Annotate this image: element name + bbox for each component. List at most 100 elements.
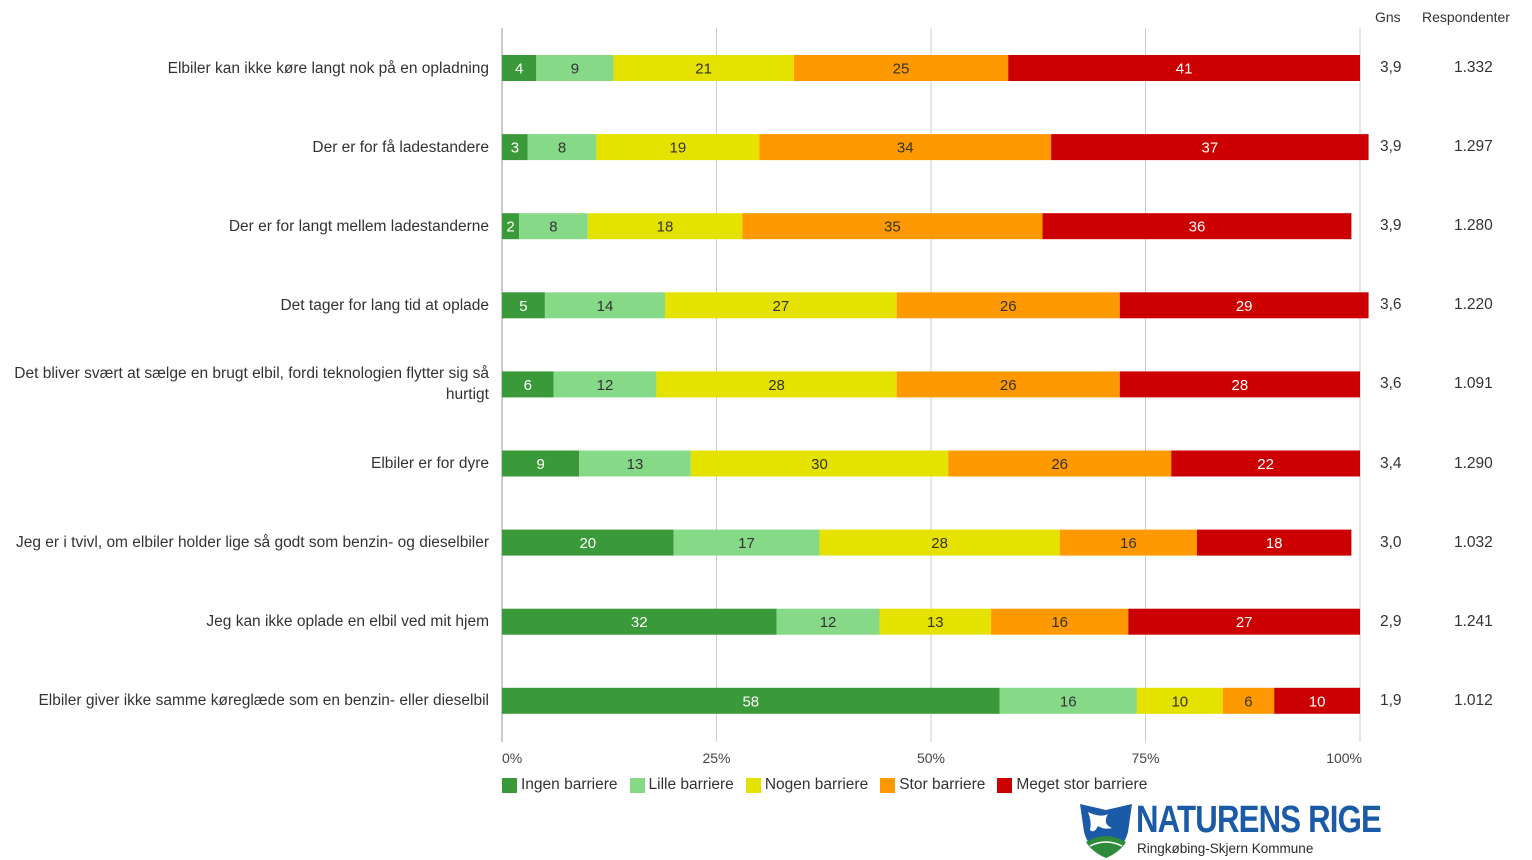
legend-item: Ingen barriere	[502, 776, 618, 794]
x-tick-label: 25%	[702, 750, 730, 766]
data-label: 13	[627, 456, 644, 473]
data-label: 19	[670, 140, 687, 157]
data-label: 28	[931, 535, 948, 552]
bar-segment	[742, 213, 1043, 240]
bar-segment	[613, 55, 794, 81]
bar-segment	[690, 450, 949, 477]
data-label: 58	[742, 693, 759, 710]
data-label: 26	[1051, 456, 1068, 473]
bar-segment	[502, 292, 545, 319]
legend-label: Stor barriere	[899, 776, 986, 793]
bar-segment	[536, 55, 614, 81]
category-label: Det tager for lang tid at oplade	[280, 296, 489, 314]
bar-segment	[553, 371, 657, 398]
bar-segment	[544, 292, 666, 319]
data-label: 37	[1202, 140, 1219, 157]
data-label: 41	[1176, 61, 1193, 78]
x-tick-label: 50%	[917, 750, 945, 766]
data-label: 13	[927, 614, 944, 631]
data-label: 36	[1189, 219, 1206, 236]
bar-segment	[1042, 213, 1352, 240]
bar-segment	[1222, 687, 1275, 714]
data-label: 9	[536, 456, 544, 473]
gns-value: 3,6	[1380, 375, 1402, 393]
bar-segment	[793, 55, 1009, 81]
bar-segment	[776, 608, 880, 635]
bar-segment	[527, 134, 597, 161]
bar-segment	[1136, 687, 1223, 714]
category-label: Elbiler er for dyre	[370, 455, 489, 472]
bar-segment	[991, 608, 1129, 635]
bar-segment	[502, 371, 554, 398]
category-label: Der er for langt mellem ladestanderne	[228, 217, 489, 235]
bar-segment	[502, 55, 537, 81]
legend-swatch	[997, 777, 1013, 793]
legend-swatch	[629, 777, 645, 793]
bar-segment	[1051, 134, 1369, 161]
respondenter-value: 1.091	[1454, 375, 1493, 393]
legend-swatch	[502, 777, 517, 793]
gns-value: 3,9	[1380, 138, 1402, 156]
data-label: 18	[657, 219, 674, 236]
data-label: 26	[1000, 377, 1017, 394]
data-label: 12	[820, 614, 837, 631]
data-label: 21	[695, 61, 712, 78]
legend-label: Ingen barriere	[521, 776, 618, 793]
bar-segment	[819, 529, 1060, 556]
bar-segment	[1196, 529, 1352, 556]
category-label: Der er for få ladestandere	[312, 138, 489, 156]
data-label: 4	[515, 61, 523, 78]
data-label: 29	[1236, 298, 1253, 315]
data-label: 17	[738, 535, 755, 552]
respondenter-value: 1.332	[1454, 59, 1493, 76]
bar-segment	[596, 134, 760, 161]
legend-label: Nogen barriere	[764, 776, 869, 793]
data-label: 25	[893, 61, 910, 78]
gns-column-header: Gns	[1375, 9, 1401, 25]
respondenter-value: 1.290	[1454, 454, 1493, 472]
data-label: 3	[511, 140, 519, 157]
data-label: 18	[1266, 535, 1283, 552]
data-label: 12	[597, 377, 614, 394]
x-tick-label: 0%	[502, 750, 522, 766]
data-label: 6	[524, 377, 532, 394]
data-label: 35	[884, 219, 901, 236]
legend-item: Nogen barriere	[745, 776, 869, 794]
bar-segment	[896, 371, 1120, 398]
respondenter-value: 1.012	[1454, 691, 1493, 709]
bar-segment	[673, 529, 820, 556]
respondenter-value: 1.241	[1454, 612, 1493, 630]
respondenter-value: 1.280	[1454, 217, 1493, 235]
chart-legend: Ingen barriere Lille barriere Nogen barrie…	[502, 776, 1147, 794]
bar-segment	[896, 292, 1120, 319]
bar-segment	[579, 450, 691, 477]
x-tick-label: 100%	[1326, 750, 1362, 766]
data-label: 8	[558, 140, 566, 157]
data-label: 10	[1309, 693, 1326, 710]
bar-segment	[1008, 55, 1360, 81]
category-label: Jeg er i tvivl, om elbiler holder lige s…	[16, 534, 489, 552]
gns-value: 2,9	[1380, 612, 1402, 630]
legend-label: Meget stor barriere	[1016, 776, 1148, 793]
bar-segment	[1274, 687, 1360, 714]
respondenter-value: 1.032	[1454, 533, 1493, 551]
bar-segment	[587, 213, 743, 240]
gns-value: 3,9	[1380, 217, 1402, 235]
bar-segment	[879, 608, 992, 635]
data-label: 16	[1060, 693, 1077, 710]
data-label: 16	[1051, 614, 1068, 631]
data-label: 16	[1120, 535, 1137, 552]
logo-title: NATURENS RIGE	[1136, 799, 1382, 841]
bar-segment	[502, 529, 674, 556]
data-label: 5	[519, 298, 527, 315]
data-label: 28	[768, 377, 785, 394]
bar-segment	[502, 687, 1000, 714]
bar-segment	[999, 687, 1137, 714]
data-label: 27	[773, 298, 790, 315]
bar-segment	[519, 213, 588, 240]
data-label: 10	[1171, 693, 1188, 710]
respondenter-value: 1.297	[1454, 138, 1493, 156]
bar-segment	[502, 608, 777, 635]
data-label: 26	[1000, 298, 1017, 315]
